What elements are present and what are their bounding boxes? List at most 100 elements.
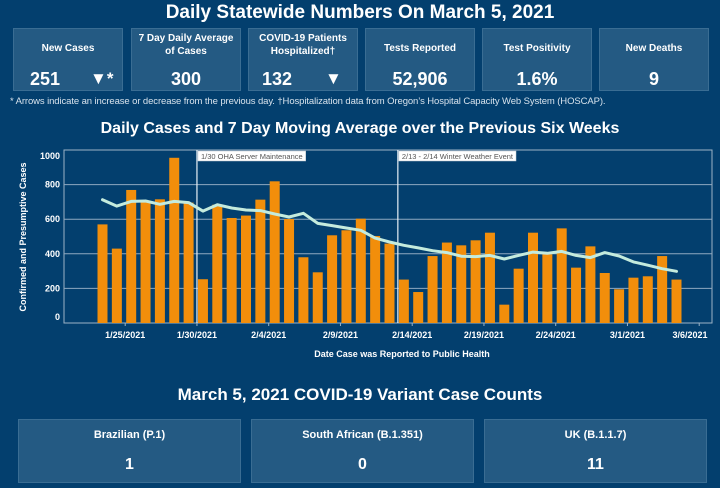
bar — [341, 230, 352, 323]
bar — [126, 189, 137, 323]
moving-average-series — [101, 198, 678, 273]
bar — [154, 199, 165, 323]
down-triangle-icon: ▼* — [90, 69, 114, 88]
footnote: * Arrows indicate an increase or decreas… — [10, 96, 606, 107]
bar — [255, 199, 266, 323]
bar — [528, 232, 538, 323]
bar — [241, 215, 251, 323]
y-tick-label: 400 — [45, 249, 60, 259]
bar — [513, 268, 524, 323]
bar — [614, 289, 625, 323]
bar — [140, 200, 151, 323]
annotation-label: 2/13 - 2/14 Winter Weather Event — [402, 152, 514, 161]
card-label: Test Positivity — [503, 43, 571, 54]
bar — [298, 257, 309, 323]
variant-value: 1 — [125, 456, 134, 473]
bar — [413, 292, 424, 323]
card-tests-reported: Tests Reported 52,906 — [365, 28, 475, 91]
x-tick-label: 2/14/2021 — [392, 330, 432, 340]
bar — [370, 235, 381, 323]
card-test-positivity: Test Positivity 1.6% — [482, 28, 592, 91]
bar — [542, 254, 553, 323]
x-tick-label: 2/24/2021 — [536, 330, 576, 340]
bar — [599, 273, 610, 323]
bar — [269, 181, 280, 323]
bar — [642, 276, 653, 323]
bar — [556, 228, 567, 323]
bar — [427, 256, 438, 323]
cases-chart: 1/30 OHA Server Maintenance 2/13 - 2/14 W… — [18, 149, 713, 359]
y-axis-label: Confirmed and Presumptive Cases — [18, 162, 28, 311]
bar — [284, 219, 295, 323]
bar — [571, 267, 582, 323]
bar — [585, 246, 596, 323]
card-7day-average: 7 Day Daily Average of Cases 300 — [131, 28, 241, 91]
y-tick-label: 0 — [55, 312, 60, 322]
variant-label: South African (B.1.351) — [302, 429, 423, 441]
card-new-cases: New Cases 251 ▼* — [13, 28, 123, 91]
bar — [355, 218, 366, 323]
bar — [441, 242, 452, 323]
y-tick-label: 200 — [45, 283, 60, 293]
moving-average-line — [101, 198, 678, 273]
variant-card-south-african: South African (B.1.351) 0 — [251, 419, 474, 483]
axes: 0 200 400 600 800 1000 1/25/2021 1/30/2021 2/4/2… — [40, 151, 708, 340]
variant-card-brazilian: Brazilian (P.1) 1 — [18, 419, 241, 483]
y-tick-label: 1000 — [40, 151, 60, 161]
y-tick-label: 800 — [45, 180, 60, 190]
bar — [484, 232, 495, 323]
bar — [628, 277, 639, 323]
variant-label: Brazilian (P.1) — [93, 429, 166, 441]
bar — [212, 204, 223, 323]
bar — [671, 279, 682, 323]
bar — [169, 157, 180, 323]
card-hospitalized: COVID-19 Patients Hospitalized† 132 ▼ — [248, 28, 358, 91]
variant-value: 0 — [358, 456, 367, 473]
bar — [197, 279, 208, 323]
annotation: 2/13 - 2/14 Winter Weather Event — [398, 150, 517, 162]
x-tick-label: 2/9/2021 — [323, 330, 358, 340]
variant-card-uk: UK (B.1.1.7) 11 — [484, 419, 707, 483]
card-label: 7 Day Daily Average of Cases — [138, 33, 234, 57]
x-tick-label: 1/30/2021 — [177, 330, 217, 340]
variant-section-title: March 5, 2021 COVID-19 Variant Case Coun… — [177, 385, 543, 404]
annotation: 1/30 OHA Server Maintenance — [197, 150, 306, 162]
card-value: 132 — [262, 69, 293, 89]
annotation-box — [398, 150, 517, 162]
bar — [97, 224, 108, 323]
chart-title: Daily Cases and 7 Day Moving Average ove… — [100, 120, 620, 137]
bar — [657, 256, 668, 323]
bar — [470, 240, 481, 323]
bar — [226, 217, 237, 323]
annotations: 1/30 OHA Server Maintenance 2/13 - 2/14 W… — [196, 150, 517, 323]
bar — [456, 245, 467, 323]
bar — [499, 304, 510, 323]
variant-value: 11 — [587, 456, 604, 473]
x-tick-label: 3/6/2021 — [672, 330, 707, 340]
x-tick-label: 1/25/2021 — [105, 330, 145, 340]
annotation-box — [197, 150, 306, 162]
card-new-deaths: New Deaths 9 — [599, 28, 709, 91]
bar — [183, 202, 194, 323]
card-value: 300 — [170, 69, 202, 89]
variant-label: UK (B.1.1.7) — [564, 429, 627, 441]
x-tick-label: 3/1/2021 — [610, 330, 645, 340]
bar — [327, 235, 338, 323]
card-value: 251 — [30, 69, 61, 89]
x-tick-label: 2/19/2021 — [464, 330, 504, 340]
bar — [111, 248, 122, 323]
card-label: COVID-19 Patients Hospitalized† — [259, 33, 347, 57]
x-axis-label: Date Case was Reported to Public Health — [314, 349, 490, 359]
card-label: Tests Reported — [383, 43, 457, 54]
card-value: 9 — [648, 69, 659, 89]
card-value: 1.6% — [516, 69, 558, 89]
card-label: New Cases — [41, 43, 95, 54]
down-triangle-icon: ▼ — [325, 69, 342, 88]
bars — [97, 157, 682, 323]
card-label: New Deaths — [625, 43, 683, 54]
y-tick-label: 600 — [45, 214, 60, 224]
bar — [398, 279, 409, 323]
bar — [312, 272, 323, 323]
x-tick-label: 2/4/2021 — [251, 330, 286, 340]
annotation-label: 1/30 OHA Server Maintenance — [201, 152, 303, 161]
